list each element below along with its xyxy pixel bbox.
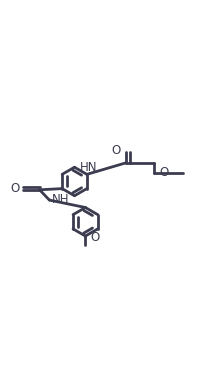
Text: HN: HN (80, 161, 98, 173)
Text: NH: NH (51, 193, 69, 206)
Text: O: O (91, 231, 100, 244)
Text: O: O (10, 182, 19, 195)
Text: O: O (111, 144, 120, 158)
Text: O: O (160, 166, 169, 179)
